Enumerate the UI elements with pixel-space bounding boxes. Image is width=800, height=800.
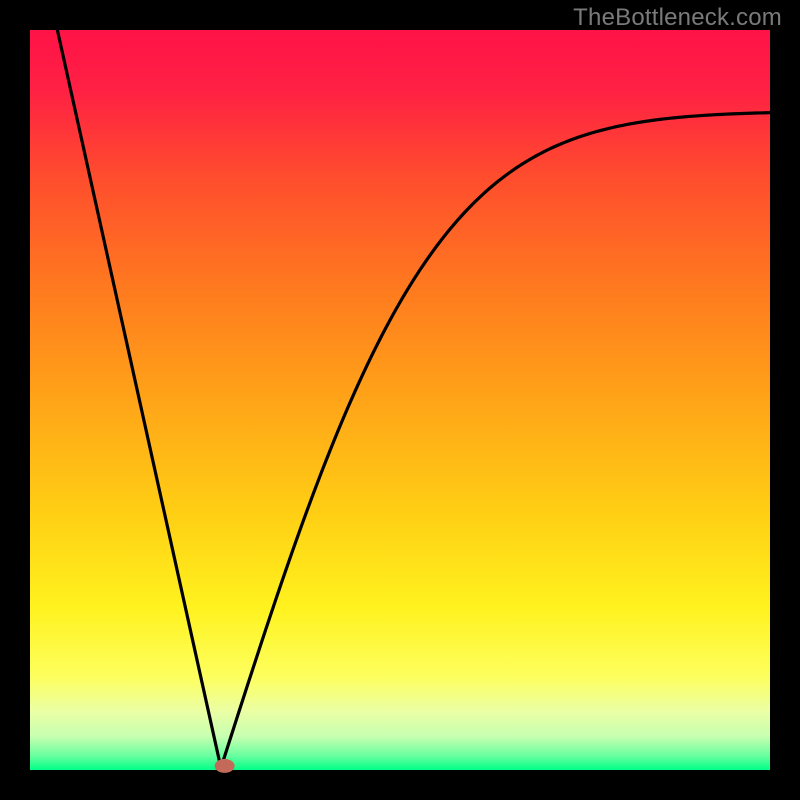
bottleneck-chart bbox=[0, 0, 800, 800]
watermark-label: TheBottleneck.com bbox=[573, 4, 782, 32]
chart-container: TheBottleneck.com bbox=[0, 0, 800, 800]
optimal-point-marker bbox=[215, 759, 235, 773]
